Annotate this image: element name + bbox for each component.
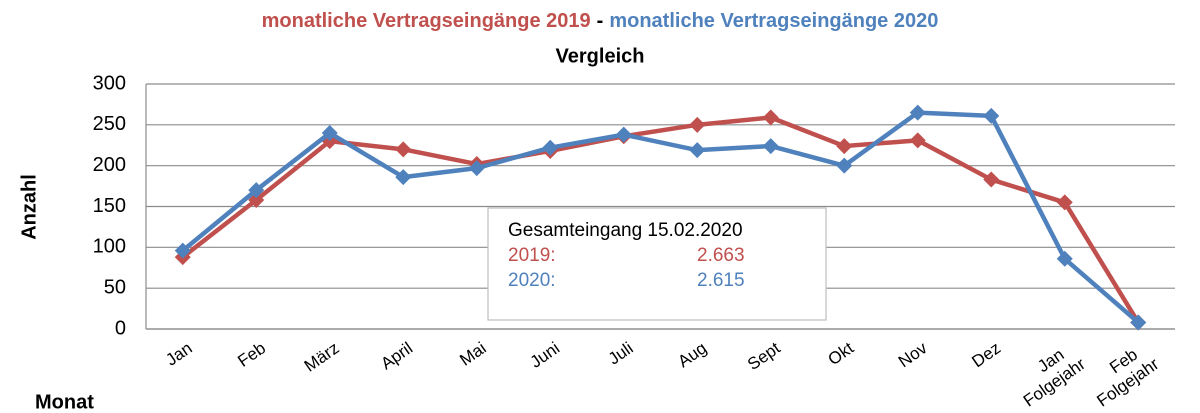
data-marker: [248, 182, 265, 199]
x-tick-label: Aug: [674, 338, 710, 371]
y-tick-label: 50: [104, 276, 126, 298]
y-tick-label: 0: [115, 317, 126, 339]
data-marker: [542, 139, 559, 156]
annotation-value: 2.615: [697, 270, 745, 291]
x-tick-label: JanFolgejahr: [1009, 338, 1090, 411]
data-marker: [1056, 250, 1073, 267]
y-tick-label: 200: [93, 154, 126, 176]
data-marker: [321, 125, 338, 141]
data-marker: [1056, 194, 1073, 211]
data-marker: [395, 141, 412, 158]
x-tick-label: Mai: [456, 338, 489, 369]
data-marker: [909, 104, 926, 121]
data-marker: [174, 242, 191, 259]
data-marker: [983, 171, 1000, 188]
x-tick-label: FebFolgejahr: [1082, 338, 1163, 411]
data-marker: [762, 109, 779, 126]
y-axis-label: Anzahl: [18, 174, 40, 240]
data-marker: [689, 142, 706, 159]
x-tick-label: Jan: [162, 338, 195, 369]
x-tick-label: Nov: [895, 338, 931, 371]
y-tick-label: 300: [93, 72, 126, 94]
y-tick-label: 250: [93, 113, 126, 135]
y-tick-label: 100: [93, 236, 126, 258]
x-tick-label: April: [377, 338, 416, 373]
x-tick-label: Sept: [744, 338, 784, 374]
x-tick-label: März: [301, 338, 343, 375]
data-marker: [689, 116, 706, 133]
title-part: monatliche Vertragseingänge 2020: [609, 10, 938, 32]
x-tick-label: Feb: [234, 338, 269, 370]
y-tick-label: 150: [93, 195, 126, 217]
data-marker: [615, 126, 632, 143]
annotation-label: 2019:: [508, 245, 556, 266]
annotation-value: 2.663: [697, 245, 745, 266]
data-marker: [395, 169, 412, 186]
chart-subtitle: Vergleich: [556, 45, 645, 67]
x-tick-label: Okt: [825, 338, 858, 369]
data-marker: [836, 138, 853, 155]
data-marker: [983, 107, 1000, 124]
data-marker: [836, 157, 853, 174]
data-marker: [762, 138, 779, 155]
x-tick-label: Dez: [968, 338, 1004, 371]
series-line: [181, 110, 1140, 325]
chart-title: monatliche Vertragseingänge 2019- monatli…: [262, 10, 939, 32]
annotation-label: 2020:: [508, 270, 556, 291]
data-marker: [909, 132, 926, 149]
x-tick-label: Juni: [527, 338, 563, 371]
x-axis-label: Monat: [35, 391, 94, 413]
annotation-box: [487, 207, 827, 321]
data-marker: [468, 160, 485, 177]
annotation-title: Gesamteingang 15.02.2020: [508, 220, 743, 241]
x-tick-label: Juli: [605, 338, 637, 368]
title-part: monatliche Vertragseingänge 2019: [262, 10, 591, 32]
title-part: -: [597, 10, 604, 32]
data-marker: [1130, 314, 1147, 331]
